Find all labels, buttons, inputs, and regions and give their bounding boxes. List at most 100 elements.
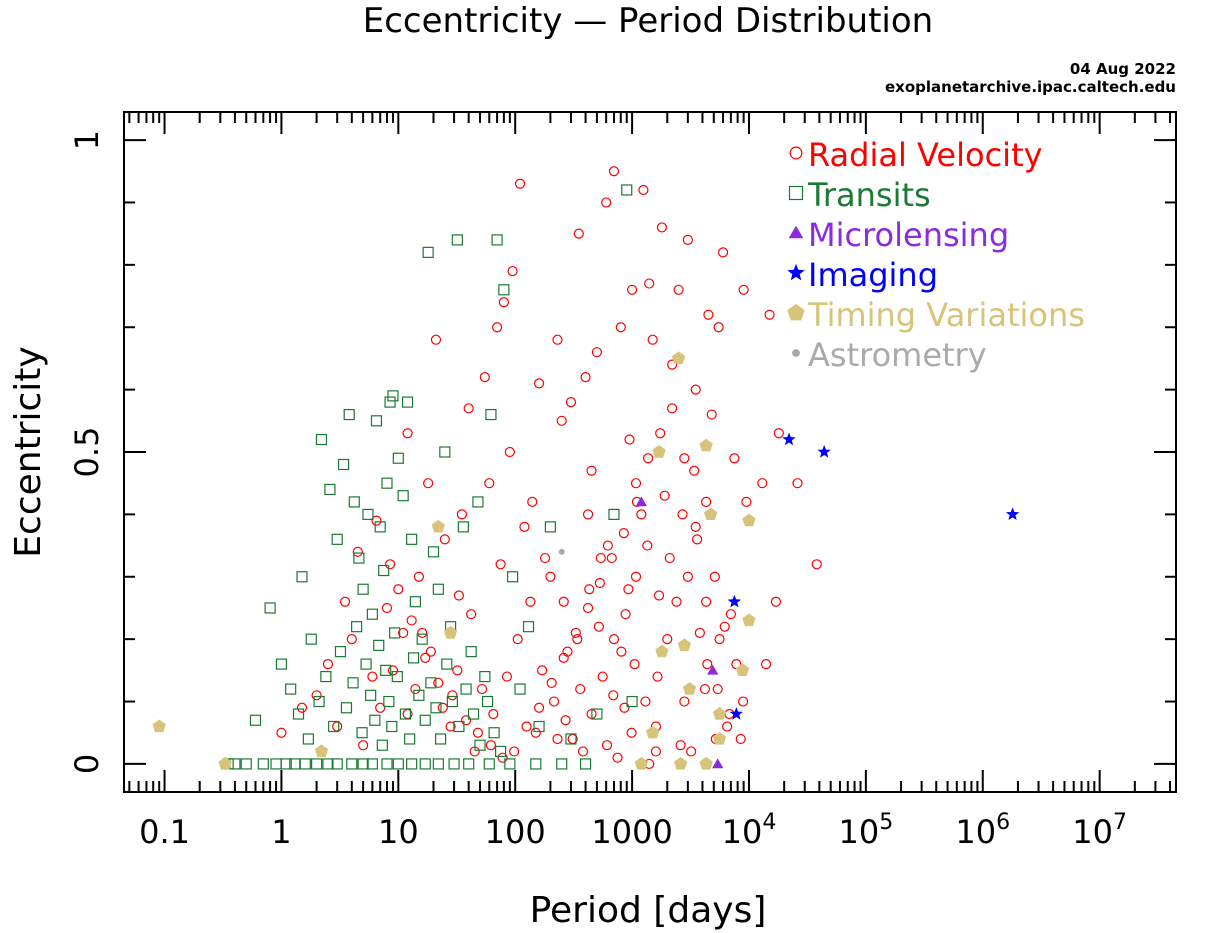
point-radial-velocity xyxy=(417,627,428,639)
point-radial-velocity xyxy=(719,621,730,632)
point-transits xyxy=(485,408,497,421)
point-radial-velocity xyxy=(533,702,545,713)
point-imaging xyxy=(782,432,796,446)
point-transits xyxy=(257,758,269,770)
point-radial-velocity xyxy=(572,634,583,645)
point-transits xyxy=(305,633,317,645)
point-transits xyxy=(465,646,477,658)
point-transits xyxy=(381,477,393,489)
point-radial-velocity xyxy=(497,752,508,763)
point-timing-variations xyxy=(443,625,458,639)
point-radial-velocity xyxy=(679,453,690,464)
point-radial-velocity xyxy=(595,552,606,564)
legend: Radial VelocityTransitsMicrolensingImagi… xyxy=(787,136,1085,374)
point-radial-velocity xyxy=(601,197,612,208)
point-transits xyxy=(374,521,386,533)
point-transits xyxy=(494,745,507,758)
point-radial-velocity xyxy=(456,509,468,520)
point-transits xyxy=(302,733,314,745)
point-radial-velocity xyxy=(352,546,363,557)
point-transits xyxy=(427,546,440,558)
point-transits xyxy=(522,621,535,633)
y-tick-label: 0 xyxy=(68,754,106,774)
point-transits xyxy=(397,490,409,502)
point-transits xyxy=(357,758,369,770)
point-radial-velocity xyxy=(501,671,513,682)
legend-marker-imaging xyxy=(787,263,805,281)
point-transits xyxy=(392,758,404,770)
point-radial-velocity xyxy=(692,534,703,545)
point-radial-velocity xyxy=(358,740,369,751)
point-transits xyxy=(439,446,451,458)
point-radial-velocity xyxy=(706,409,717,420)
point-radial-velocity xyxy=(433,677,444,688)
x-tick-label: 100 xyxy=(485,813,546,851)
point-radial-velocity xyxy=(679,696,690,707)
point-timing-variations xyxy=(152,719,166,733)
point-radial-velocity xyxy=(537,665,548,676)
point-transits xyxy=(434,733,447,745)
point-radial-velocity xyxy=(445,721,456,732)
legend-label-radial-velocity: Radial Velocity xyxy=(808,136,1043,174)
point-transits xyxy=(381,758,393,770)
plot-frame xyxy=(123,111,1177,793)
point-radial-velocity xyxy=(381,602,393,614)
point-radial-velocity xyxy=(558,652,569,663)
point-radial-velocity xyxy=(608,690,619,701)
x-tick-label: 0.1 xyxy=(139,813,190,851)
point-transits xyxy=(343,408,355,421)
point-radial-velocity xyxy=(530,727,541,738)
point-transits xyxy=(324,483,336,496)
point-transits xyxy=(565,733,577,745)
point-radial-velocity xyxy=(656,222,668,233)
point-radial-velocity xyxy=(533,378,545,389)
point-transits xyxy=(407,652,420,664)
point-radial-velocity xyxy=(339,596,351,607)
point-radial-velocity xyxy=(491,322,503,333)
legend-label-microlensing: Microlensing xyxy=(808,216,1009,254)
point-transits xyxy=(479,670,491,683)
point-transits xyxy=(264,602,276,614)
point-radial-velocity xyxy=(430,334,442,345)
point-radial-velocity xyxy=(548,696,560,707)
point-transits xyxy=(387,390,399,402)
point-radial-velocity xyxy=(296,702,308,713)
point-radial-velocity xyxy=(507,265,518,277)
point-radial-velocity xyxy=(525,596,536,607)
point-radial-velocity xyxy=(699,683,711,695)
legend-marker-transits xyxy=(788,185,804,201)
point-transits xyxy=(270,758,282,770)
point-radial-velocity xyxy=(580,372,591,383)
point-transits xyxy=(404,733,416,745)
x-tick-exponent: 4 xyxy=(762,810,776,835)
point-radial-velocity xyxy=(447,690,458,701)
point-transits xyxy=(399,708,412,720)
point-transits xyxy=(416,633,428,645)
point-radial-velocity xyxy=(556,415,567,426)
point-transits xyxy=(481,695,494,708)
point-radial-velocity xyxy=(626,727,637,738)
axis-ticks xyxy=(124,112,1176,792)
point-transits xyxy=(579,758,592,770)
x-tick-label: 1000 xyxy=(591,813,672,851)
point-timing-variations xyxy=(712,732,727,745)
point-transits xyxy=(380,664,392,676)
point-radial-velocity xyxy=(545,571,556,582)
point-transits xyxy=(448,758,460,770)
point-radial-velocity xyxy=(398,627,409,639)
point-transits xyxy=(488,727,500,739)
point-timing-variations xyxy=(682,682,697,695)
point-timing-variations xyxy=(314,744,329,758)
point-transits xyxy=(356,727,368,739)
point-radial-velocity xyxy=(539,552,551,564)
point-transits xyxy=(311,758,323,770)
point-transits xyxy=(347,677,359,689)
point-radial-velocity xyxy=(647,334,658,345)
point-radial-velocity xyxy=(552,733,563,745)
point-radial-velocity xyxy=(722,721,733,732)
point-transits xyxy=(370,415,383,427)
point-radial-velocity xyxy=(673,284,684,295)
x-tick-label: 10 xyxy=(378,813,419,851)
point-radial-velocity xyxy=(332,721,343,732)
